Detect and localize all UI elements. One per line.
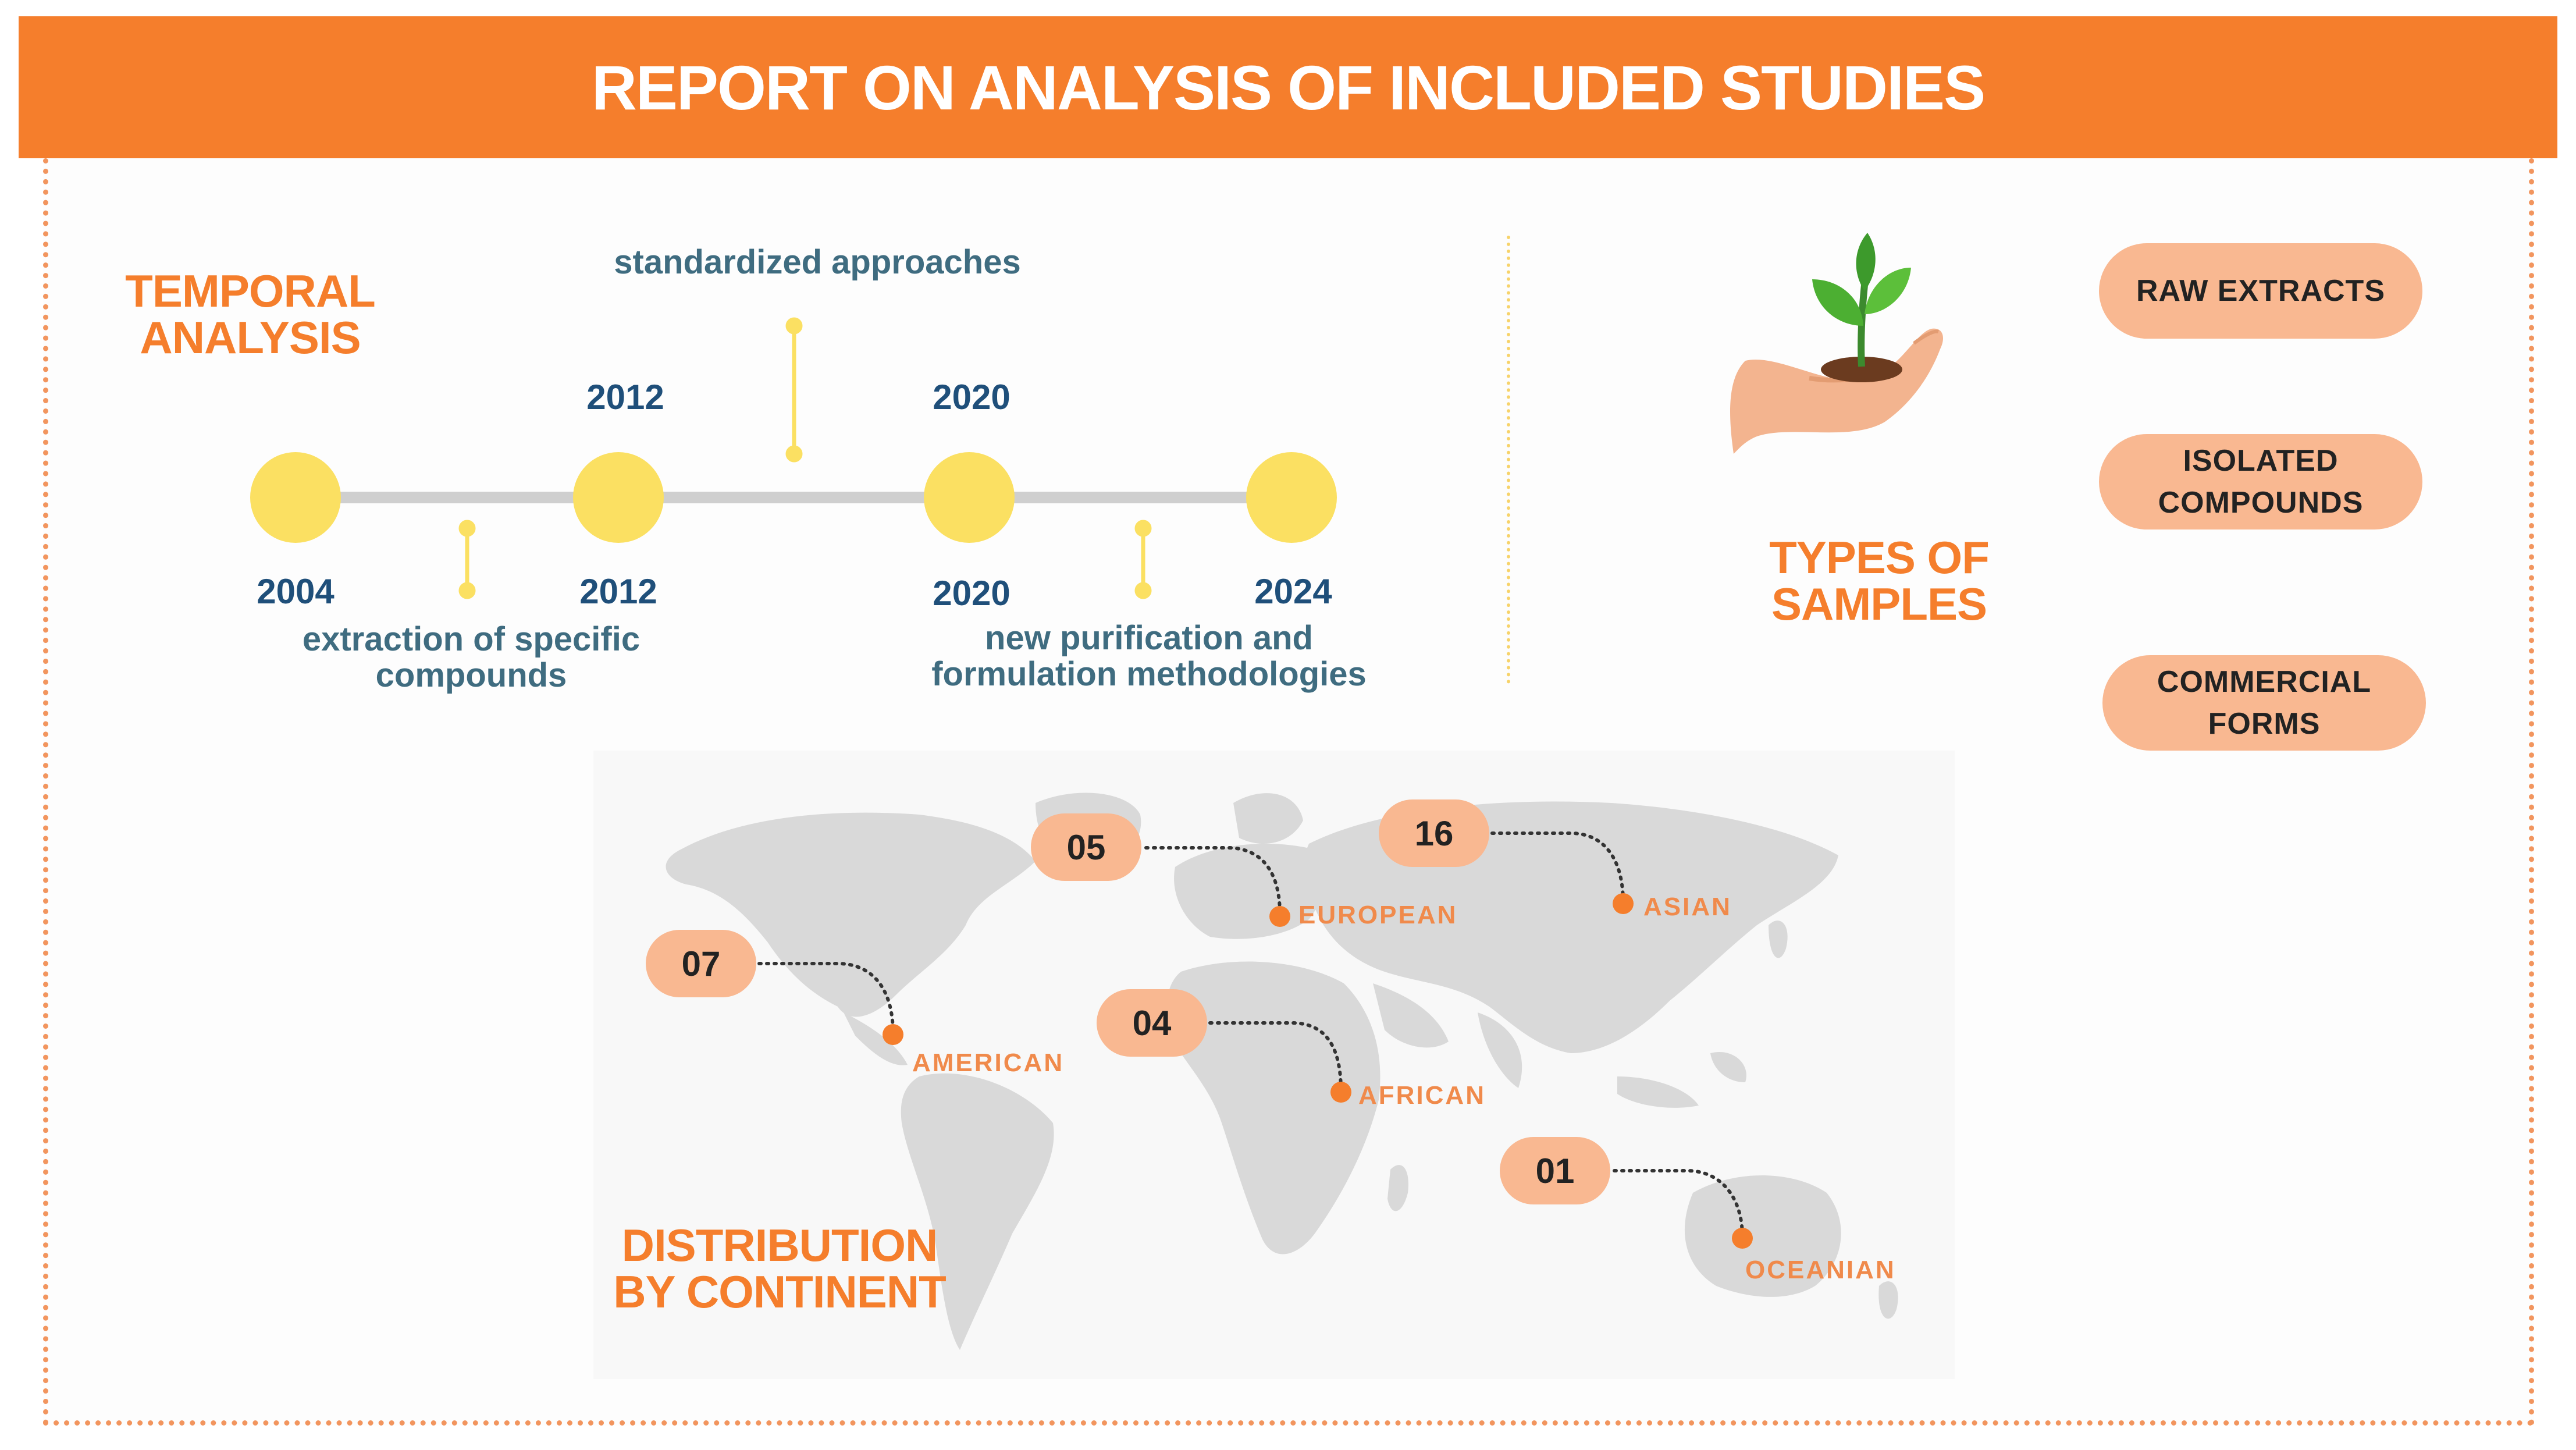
label-african: AFRICAN: [1358, 1081, 1486, 1110]
label-oceanian: OCEANIAN: [1745, 1256, 1896, 1284]
timeline-dot-2020: [924, 452, 1015, 543]
timeline-year-2020: 2020: [933, 574, 1011, 613]
temporal-analysis-title: TEMPORAL ANALYSIS: [125, 265, 376, 363]
timeline-dot-2004: [250, 452, 341, 543]
count-oceanian: 01: [1500, 1137, 1610, 1204]
sample-type-commercial-forms: COMMERCIAL FORMS: [2102, 655, 2426, 751]
sample-type-isolated-compounds: ISOLATED COMPOUNDS: [2099, 434, 2422, 529]
timeline-dot-2012: [573, 452, 664, 543]
plant-in-hand-icon: [1730, 233, 1943, 454]
section-divider: [1507, 236, 1510, 684]
count-african: 04: [1097, 989, 1207, 1057]
timeline-year-2012: 2012: [579, 572, 657, 611]
distribution-by-continent-title: DISTRIBUTION BY CONTINENT: [613, 1220, 947, 1317]
note-purification-formulation: new purification and formulation methodo…: [931, 619, 1367, 693]
count-asian: 16: [1379, 799, 1489, 867]
page-title: REPORT ON ANALYSIS OF INCLUDED STUDIES: [591, 52, 1986, 123]
timeline-year-top-2012: 2012: [586, 378, 664, 417]
note-extraction-specific-compounds: extraction of specific compounds: [302, 620, 641, 694]
timeline-year-2004: 2004: [257, 572, 335, 611]
types-of-samples-title: TYPES OF SAMPLES: [1769, 532, 1990, 630]
label-european: EUROPEAN: [1298, 901, 1458, 929]
label-asian: ASIAN: [1643, 893, 1732, 921]
timeline-dot-2024: [1246, 452, 1337, 543]
timeline-year-top-2020: 2020: [933, 378, 1011, 417]
timeline-year-2024: 2024: [1254, 572, 1332, 611]
world-map: [593, 751, 1955, 1379]
label-american: AMERICAN: [912, 1049, 1065, 1077]
header-bar: REPORT ON ANALYSIS OF INCLUDED STUDIES: [19, 16, 2557, 158]
note-standardized-approaches: standardized approaches: [614, 243, 1021, 281]
count-european: 05: [1031, 813, 1141, 881]
timeline-line: [297, 492, 1297, 503]
sample-type-raw-extracts: RAW EXTRACTS: [2099, 243, 2422, 339]
count-american: 07: [646, 930, 756, 997]
